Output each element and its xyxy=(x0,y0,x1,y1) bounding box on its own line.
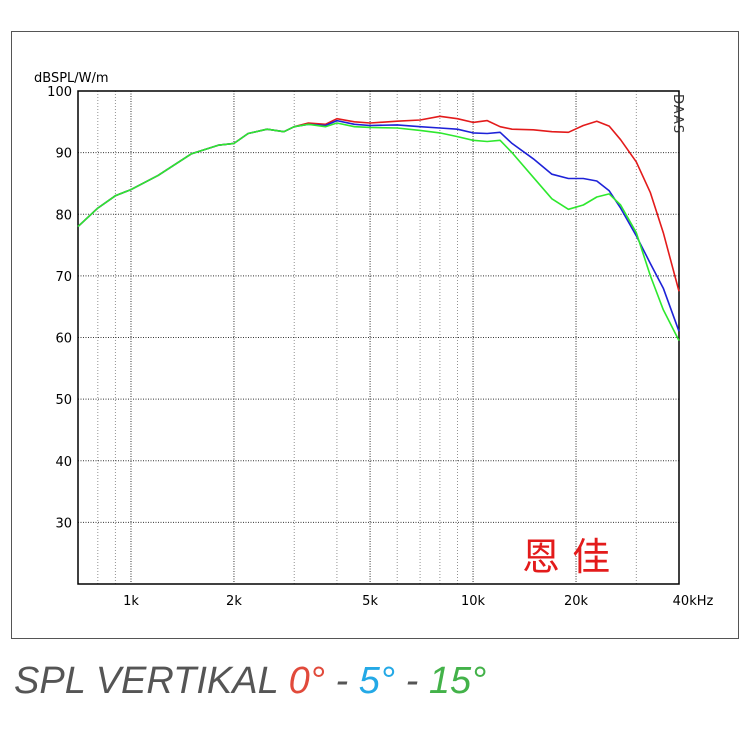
series-line-0 xyxy=(77,115,680,292)
y-tick-label: 80 xyxy=(55,208,72,223)
chart-caption: SPL VERTIKAL 0° - 5° - 15° xyxy=(14,660,486,703)
y-tick-label: 50 xyxy=(55,393,72,408)
grid-major-lines xyxy=(78,91,679,584)
chinese-annotation: 恩 佳 xyxy=(522,535,610,579)
y-tick-labels: 100 90 80 70 60 50 40 30 xyxy=(47,85,72,531)
caption-separator-2: - xyxy=(405,660,419,702)
x-tick-label: 10k xyxy=(461,594,486,609)
x-tick-label: 2k xyxy=(226,594,242,609)
x-tick-label: 40kHz xyxy=(673,594,714,609)
y-tick-label: 40 xyxy=(55,455,72,470)
y-tick-label: 70 xyxy=(55,270,72,285)
series-line-2 xyxy=(77,122,680,341)
x-tick-label: 1k xyxy=(123,594,139,609)
chart-frame: 100 90 80 70 60 50 40 30 1k 2k 5k 10k 20k 40kHz dBSP… xyxy=(11,31,739,639)
x-tick-label: 20k xyxy=(564,594,589,609)
y-tick-label: 100 xyxy=(47,85,72,100)
y-tick-label: 30 xyxy=(55,516,72,531)
caption-angle-0: 0° xyxy=(288,660,325,702)
x-tick-label: 5k xyxy=(362,594,378,609)
daas-watermark: DAAS xyxy=(670,94,685,134)
caption-separator-1: - xyxy=(335,660,349,702)
plot-border xyxy=(77,90,680,585)
y-tick-label: 60 xyxy=(55,332,72,347)
y-axis-label: dBSPL/W/m xyxy=(34,71,109,86)
series-lines xyxy=(77,115,680,341)
caption-title: SPL VERTIKAL xyxy=(14,660,279,702)
y-tick-label: 90 xyxy=(55,147,72,162)
frequency-response-chart: 100 90 80 70 60 50 40 30 1k 2k 5k 10k 20k 40kHz dBSP… xyxy=(34,71,714,609)
x-tick-labels: 1k 2k 5k 10k 20k 40kHz xyxy=(123,594,713,609)
caption-angle-5: 5° xyxy=(358,660,396,702)
caption-angle-15: 15° xyxy=(428,660,487,702)
